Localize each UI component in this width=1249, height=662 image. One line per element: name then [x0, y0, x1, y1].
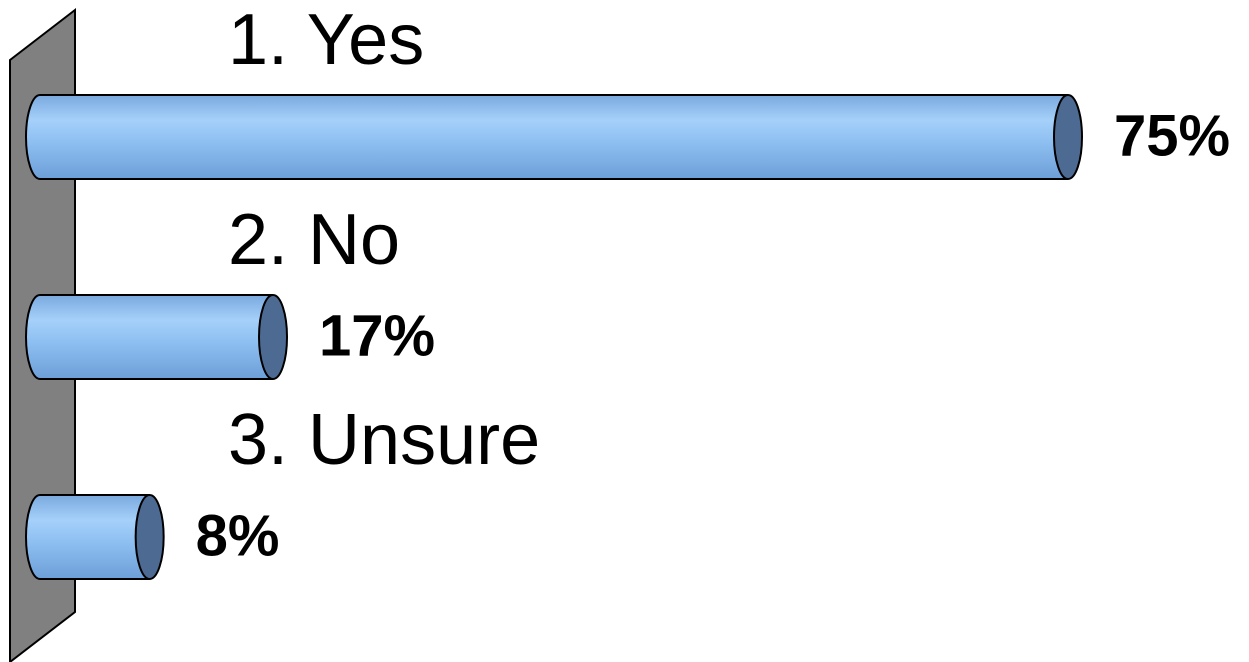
bar [25, 94, 1068, 180]
value-label: 75% [1114, 103, 1230, 168]
bar-cap [1053, 94, 1083, 180]
bar-cap [258, 294, 289, 380]
category-label: 2. No [228, 200, 400, 280]
value-label: 8% [196, 503, 280, 568]
category-label: 3. Unsure [228, 400, 540, 480]
bar-cap [134, 494, 165, 580]
value-label: 17% [319, 303, 435, 368]
bar [25, 494, 150, 580]
category-label: 1. Yes [228, 0, 424, 80]
bar [25, 294, 274, 380]
